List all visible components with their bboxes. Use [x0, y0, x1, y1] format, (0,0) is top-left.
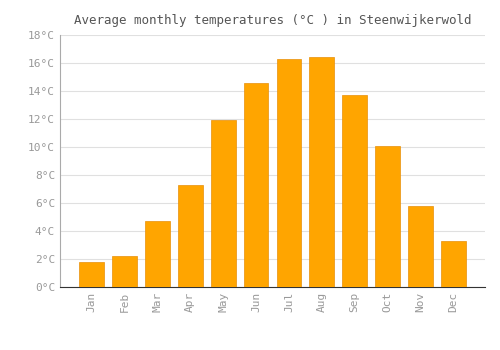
Bar [310, 57, 334, 287]
Bar [178, 185, 203, 287]
Bar [342, 95, 367, 287]
Bar [80, 262, 104, 287]
Bar [276, 59, 301, 287]
Bar [244, 83, 268, 287]
Bar [441, 241, 466, 287]
Bar [211, 120, 236, 287]
Bar [376, 146, 400, 287]
Bar [408, 206, 433, 287]
Bar [145, 221, 170, 287]
Bar [112, 256, 137, 287]
Title: Average monthly temperatures (°C ) in Steenwijkerwold: Average monthly temperatures (°C ) in St… [74, 14, 471, 27]
